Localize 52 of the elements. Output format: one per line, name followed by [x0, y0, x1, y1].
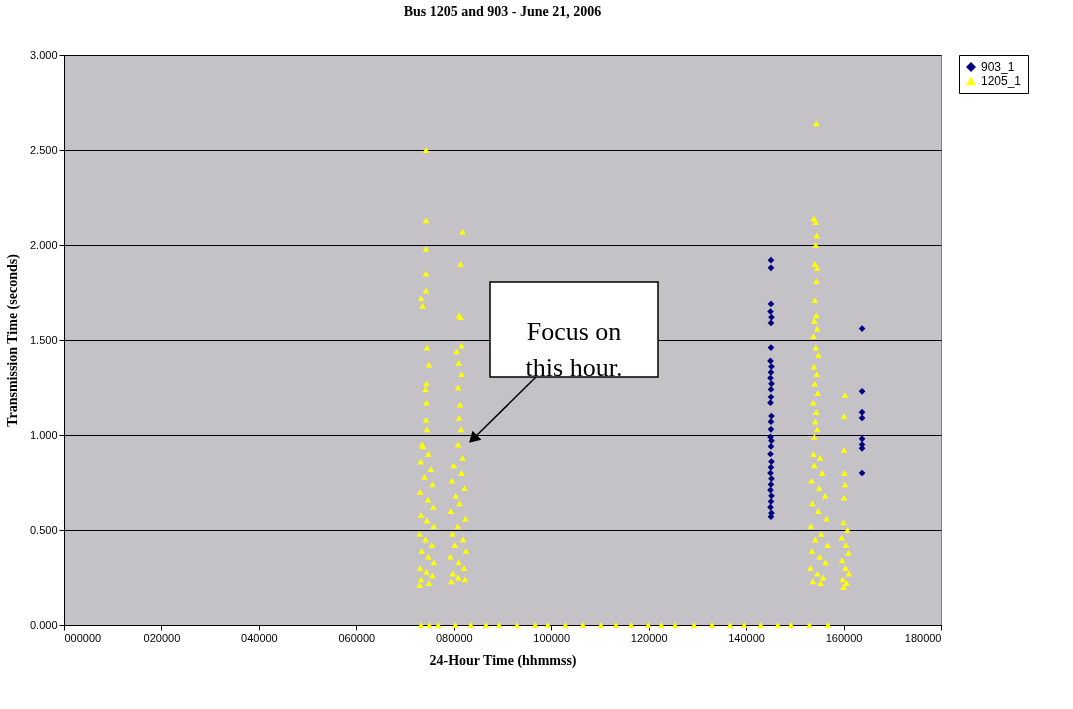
x-axis-title: 24-Hour Time (hhmmss)	[429, 652, 577, 669]
x-tick-label: 140000	[728, 631, 765, 644]
point	[767, 264, 775, 272]
point	[858, 387, 866, 395]
x-tick-label: 060000	[338, 631, 376, 644]
legend-label: 1205_1	[981, 74, 1022, 88]
chart-title: Bus 1205 and 903 - June 21, 2006	[403, 4, 602, 19]
point	[767, 368, 775, 376]
y-tick-label: 0.500	[29, 523, 58, 536]
point	[858, 408, 866, 416]
x-tick-label: 020000	[143, 631, 181, 644]
point	[767, 386, 775, 393]
point	[767, 399, 774, 407]
point	[767, 418, 775, 426]
point	[768, 380, 775, 388]
y-tick-label: 2.000	[29, 238, 58, 251]
x-tick-label: 000000	[64, 631, 102, 644]
x-tick-label: 180000	[904, 631, 942, 644]
point	[767, 256, 775, 264]
point	[767, 513, 775, 521]
y-tick-label: 1.500	[29, 333, 58, 346]
point	[767, 319, 775, 327]
point	[858, 435, 866, 443]
x-tick-label: 160000	[825, 631, 863, 644]
annotation: Focus on this hour.	[525, 316, 623, 382]
point	[768, 363, 775, 370]
point	[768, 492, 775, 500]
point	[768, 437, 775, 445]
y-tick-label: 2.500	[29, 143, 58, 156]
point	[767, 308, 774, 315]
legend-label: 903_1	[981, 60, 1015, 74]
point	[767, 393, 775, 401]
y-tick-label: 1.000	[29, 428, 58, 441]
x-tick-label: 100000	[533, 631, 571, 644]
x-tick-label: 080000	[435, 631, 473, 644]
point	[768, 475, 775, 483]
x-tick-label: 040000	[241, 631, 278, 644]
point	[767, 425, 775, 433]
point	[858, 325, 866, 332]
y-tick-label: 3.000	[29, 48, 58, 61]
y-tick-label: 0.000	[29, 618, 58, 631]
point	[768, 458, 775, 465]
point	[767, 300, 775, 308]
point	[858, 469, 866, 477]
point	[767, 463, 775, 471]
point	[767, 481, 775, 488]
point	[768, 313, 775, 321]
x-tick-label: 120000	[630, 631, 668, 644]
point	[858, 414, 866, 422]
y-axis-title: Transmission Time (seconds)	[4, 253, 21, 427]
point	[767, 443, 775, 450]
point	[767, 503, 774, 511]
